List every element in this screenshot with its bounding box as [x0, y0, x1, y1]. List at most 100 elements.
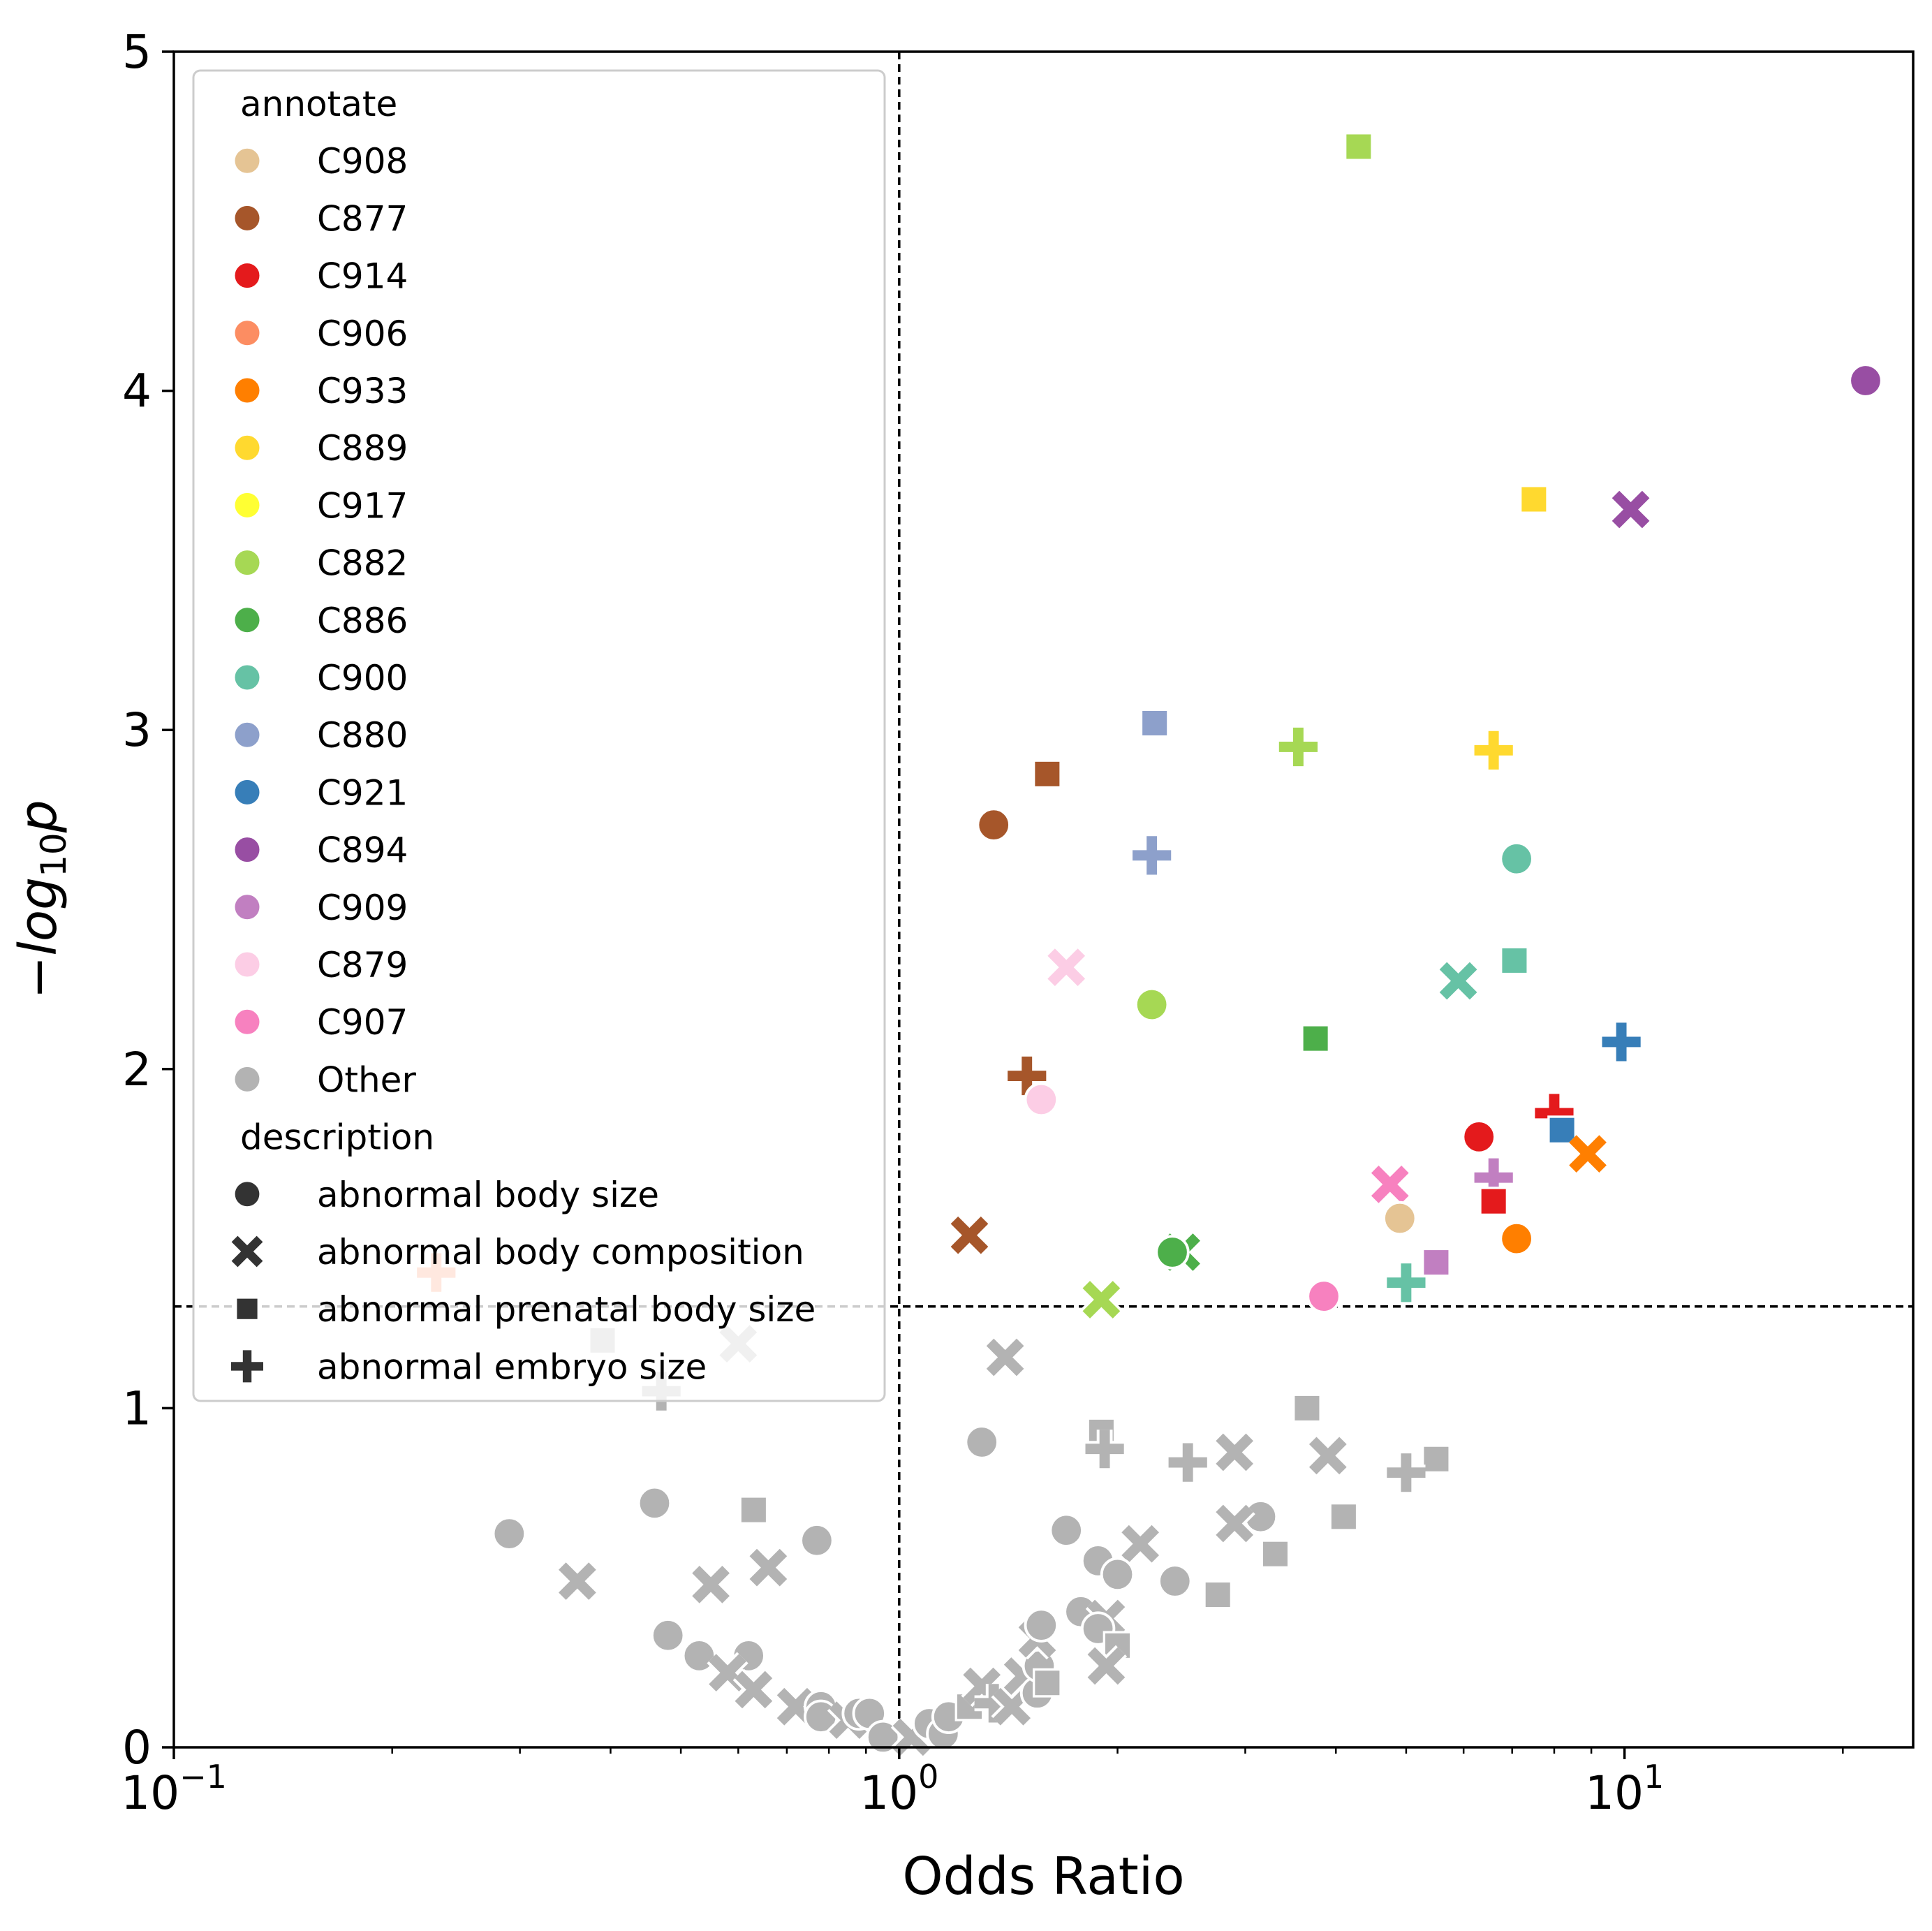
legend-swatch-c894: [233, 835, 262, 865]
data-point-c882-circle: [1134, 987, 1170, 1022]
legend-label-abnormal-body-composition: abnormal body composition: [317, 1232, 804, 1272]
data-point-other-x: [556, 1560, 598, 1602]
legend-swatch-c921: [233, 777, 262, 807]
data-point-other-x: [984, 1336, 1026, 1379]
data-point-c877-x: [948, 1214, 991, 1256]
data-point-c914-circle: [1461, 1119, 1496, 1154]
data-point-other-circle: [650, 1618, 686, 1653]
x-tick-label: 100: [860, 1758, 938, 1820]
data-point-c894-x: [1609, 488, 1652, 531]
x-axis-title: Odds Ratio: [902, 1846, 1184, 1907]
data-point-other-circle: [637, 1485, 672, 1521]
legend-label-c917: C917: [317, 485, 408, 526]
data-point-c921-square: [1547, 1115, 1577, 1145]
axes-frame: [172, 50, 1915, 1749]
data-point-other-circle: [492, 1516, 527, 1551]
legend-marker-abnormal-body-size: [233, 1180, 262, 1209]
axes: 0 1 2 3 4 5 10−1 100 101 Odds Ratio −log10p: [8, 25, 1915, 1907]
legend-label-c933: C933: [317, 371, 408, 411]
legend-marker-abnormal-prenatal-body-size: [235, 1296, 260, 1321]
data-point-other-circle: [799, 1523, 834, 1558]
data-point-other-x: [1119, 1522, 1161, 1565]
legend-swatch-c907: [233, 1007, 262, 1036]
data-point-c900-square: [1500, 946, 1529, 976]
data-point-other-x: [1307, 1434, 1349, 1477]
data-point-other-circle: [681, 1638, 717, 1673]
data-point-c908-circle: [1382, 1201, 1417, 1236]
data-point-c907-x: [1369, 1163, 1411, 1205]
legend-swatch-c900: [233, 663, 262, 692]
legend-label-c886: C886: [317, 601, 408, 641]
data-point-other-square: [1203, 1580, 1233, 1610]
data-point-c879-circle: [1024, 1082, 1059, 1117]
data-point-c877-square: [1032, 759, 1062, 789]
data-point-other-circle: [1100, 1557, 1135, 1592]
data-point-other-x: [747, 1546, 790, 1589]
data-point-c900-circle: [1499, 842, 1534, 876]
data-point-other-circle: [1024, 1608, 1059, 1643]
legend-swatch-c886: [233, 605, 262, 635]
legend-label-c894: C894: [317, 830, 408, 871]
data-point-c877-circle: [976, 807, 1011, 842]
data-point-c880-plus: [1133, 836, 1172, 875]
data-point-other-square: [739, 1495, 769, 1525]
plot-area: [174, 52, 1913, 1759]
legend-swatch-c933: [233, 376, 262, 405]
legend-label-c889: C889: [317, 428, 408, 469]
x-tick-label: 101: [1585, 1758, 1664, 1820]
data-point-c909-square: [1422, 1247, 1451, 1277]
y-tick-label: 0: [122, 1721, 152, 1775]
legend-swatch-other: [233, 1064, 262, 1094]
data-point-c882-x: [1080, 1279, 1123, 1321]
data-point-other-x: [1214, 1502, 1255, 1545]
data-point-other-x: [1085, 1645, 1128, 1687]
data-point-c882-square: [1343, 132, 1373, 161]
legend-marker-abnormal-body-composition: [230, 1234, 265, 1269]
legend-label-abnormal-body-size: abnormal body size: [317, 1175, 659, 1215]
legend-label-abnormal-embryo-size: abnormal embryo size: [317, 1346, 707, 1387]
legend-label-c880: C880: [317, 715, 408, 756]
y-tick-label: 2: [122, 1043, 152, 1096]
data-point-other-x: [1214, 1431, 1255, 1474]
data-point-c889-plus: [1474, 730, 1513, 770]
legend-label-c907: C907: [317, 1002, 408, 1043]
data-point-other-square: [1260, 1539, 1290, 1569]
data-point-other-x: [732, 1668, 775, 1711]
x-tick-label: 10−1: [121, 1758, 227, 1820]
data-point-c879-x: [1045, 946, 1087, 988]
legend-description-title: description: [240, 1117, 434, 1158]
legend-box: [192, 69, 886, 1402]
data-point-c886-square: [1301, 1024, 1330, 1053]
data-point-c921-plus: [1602, 1022, 1641, 1062]
data-point-other-circle: [964, 1425, 999, 1460]
legend-label-abnormal-prenatal-body-size: abnormal prenatal body size: [317, 1289, 816, 1330]
legend-label-c909: C909: [317, 888, 408, 928]
legend-swatch-c909: [233, 893, 262, 922]
y-tick-label: 4: [122, 365, 152, 418]
data-point-other-circle: [1049, 1513, 1084, 1548]
legend-label-c900: C900: [317, 658, 408, 698]
data-point-other-square: [1292, 1393, 1322, 1423]
data-point-c900-plus: [1387, 1263, 1426, 1302]
data-point-c889-square: [1519, 485, 1549, 514]
legend-label-c906: C906: [317, 314, 408, 354]
legend-label-c882: C882: [317, 543, 408, 584]
data-point-other-square: [1422, 1444, 1451, 1474]
data-point-other-plus: [1168, 1443, 1207, 1482]
data-point-c882-plus: [1278, 727, 1318, 767]
legend-label-c877: C877: [317, 198, 408, 239]
data-point-c880-square: [1140, 708, 1170, 738]
data-point-c933-circle: [1499, 1221, 1534, 1256]
data-point-other-square: [1032, 1668, 1062, 1698]
legend-label-c908: C908: [317, 141, 408, 182]
data-point-c933-x: [1567, 1133, 1609, 1175]
legend-swatch-c880: [233, 720, 262, 749]
data-point-other-plus: [1387, 1453, 1426, 1492]
legend-label-c914: C914: [317, 256, 408, 297]
y-tick-label: 5: [122, 25, 152, 79]
legend-swatch-c908: [233, 146, 262, 175]
data-point-other-x: [690, 1564, 732, 1606]
legend-swatch-c889: [233, 433, 262, 462]
data-point-c886-circle: [1155, 1235, 1190, 1270]
